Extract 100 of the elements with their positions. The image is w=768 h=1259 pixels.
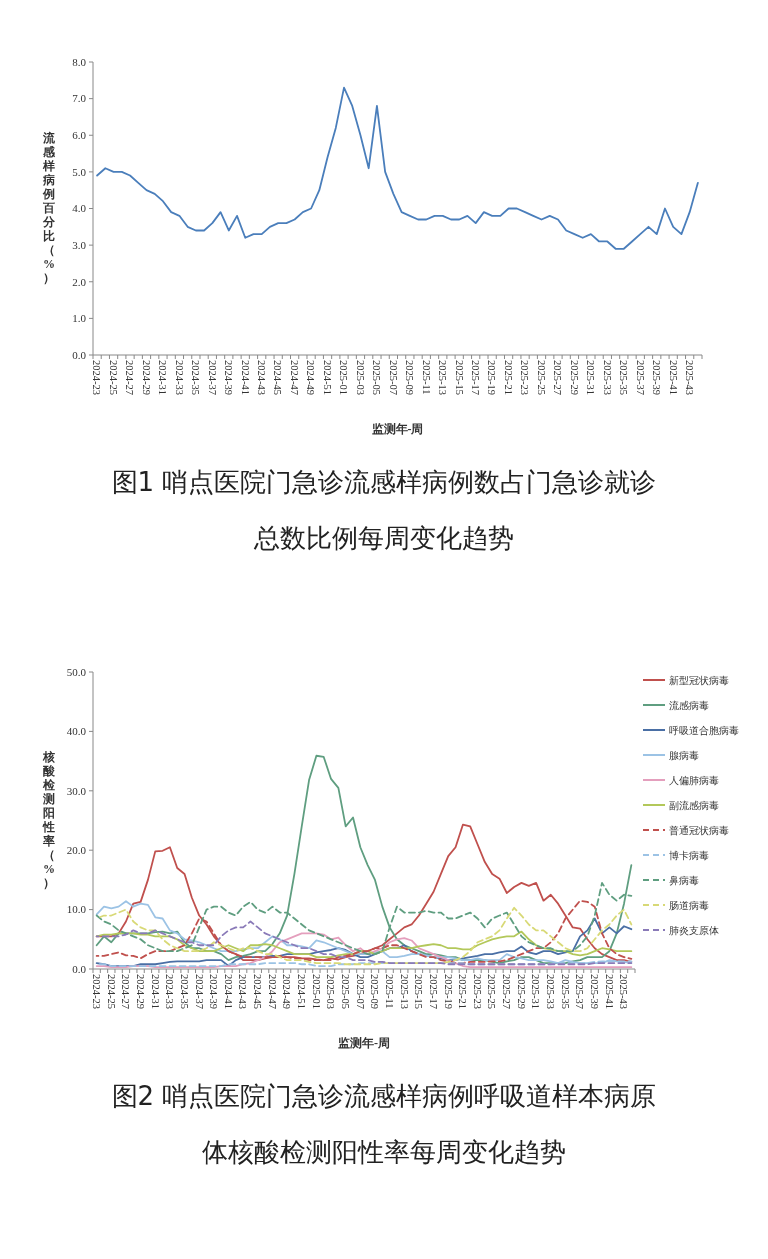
y-tick-label: 1.0 <box>72 312 87 325</box>
x-tick-label: 2024-51 <box>321 360 333 395</box>
x-tick-label: 2025-01 <box>338 360 350 395</box>
x-tick-label: 2024-51 <box>296 974 308 1009</box>
x-tick-label: 2025-31 <box>530 974 542 1009</box>
x-tick-label: 2025-03 <box>325 974 337 1009</box>
line-series <box>96 86 699 250</box>
y-tick-label: 8.0 <box>72 55 87 68</box>
x-tick-label: 2025-09 <box>369 974 381 1009</box>
y-tick-label: 10.0 <box>66 903 87 916</box>
x-tick-label: 2025-17 <box>427 974 439 1009</box>
x-tick-label: 2025-31 <box>585 360 597 395</box>
x-tick-label: 2025-29 <box>568 360 580 395</box>
y-tick-label: 30.0 <box>66 784 87 797</box>
x-tick-label: 2025-21 <box>502 360 514 395</box>
x-tick-label: 2024-25 <box>107 360 119 395</box>
x-tick-label: 2025-35 <box>559 974 571 1009</box>
x-tick-label: 2025-13 <box>437 360 449 395</box>
x-tick-label: 2024-41 <box>222 974 234 1009</box>
x-tick-label: 2024-33 <box>173 360 185 395</box>
legend-label: 鼻病毒 <box>669 874 699 886</box>
legend-label: 新型冠状病毒 <box>669 674 729 686</box>
legend-label: 副流感病毒 <box>669 799 719 811</box>
x-tick-label: 2024-29 <box>140 360 152 395</box>
y-tick-label: 2.0 <box>72 275 87 288</box>
x-tick-label: 2024-49 <box>305 360 317 395</box>
x-tick-label: 2024-45 <box>272 360 284 395</box>
line-series <box>95 754 633 964</box>
x-tick-label: 2024-39 <box>223 360 235 395</box>
x-tick-label: 2024-47 <box>266 974 278 1009</box>
x-tick-label: 2024-45 <box>252 974 264 1009</box>
x-tick-label: 2024-43 <box>256 360 268 395</box>
legend-label: 人偏肺病毒 <box>669 774 719 786</box>
y-tick-label: 3.0 <box>72 238 87 251</box>
legend-label: 肺炎支原体 <box>669 924 719 936</box>
x-tick-label: 2025-03 <box>354 360 366 395</box>
x-tick-label: 2025-33 <box>545 974 557 1009</box>
legend-label: 呼吸道合胞病毒 <box>669 724 739 736</box>
y-tick-label: 4.0 <box>72 202 87 215</box>
x-tick-label: 2024-31 <box>157 360 169 395</box>
legend-label: 腺病毒 <box>669 749 699 761</box>
x-tick-label: 2025-17 <box>470 360 482 395</box>
text: 图1 哨点医院门急诊流感样病例数占门急诊就诊总数比例每周变化趋势 <box>111 467 657 553</box>
x-tick-label: 2025-09 <box>404 360 416 395</box>
text: 图2 哨点医院门急诊流感样病例呼吸道样本病原体核酸检测阳性率每周变化趋势 <box>111 1081 657 1167</box>
x-tick-label: 2024-27 <box>124 360 136 395</box>
x-tick-label: 2025-25 <box>535 360 547 395</box>
legend-label: 博卡病毒 <box>669 849 709 861</box>
x-tick-label: 2025-39 <box>589 974 601 1009</box>
x-tick-label: 2024-27 <box>120 974 132 1009</box>
x-tick-label: 2025-29 <box>515 974 527 1009</box>
x-tick-label: 2025-13 <box>398 974 410 1009</box>
x-tick-label: 2025-37 <box>574 974 586 1009</box>
x-tick-label: 2025-27 <box>501 974 513 1009</box>
x-tick-label: 2025-39 <box>651 360 663 395</box>
text: 核酸检测阳性率（%） <box>43 749 55 890</box>
x-tick-label: 2024-37 <box>193 974 205 1009</box>
x-tick-label: 2025-15 <box>453 360 465 395</box>
x-tick-label: 2025-11 <box>420 360 432 395</box>
legend-label: 流感病毒 <box>669 699 709 711</box>
x-tick-label: 2025-33 <box>601 360 613 395</box>
x-tick-label: 2025-11 <box>383 974 395 1009</box>
x-tick-label: 2025-19 <box>486 360 498 395</box>
x-tick-label: 2025-35 <box>618 360 630 395</box>
x-tick-label: 2024-25 <box>105 974 117 1009</box>
text: 流感样病例百分比（%） <box>43 130 55 285</box>
x-tick-label: 2025-05 <box>371 360 383 395</box>
x-tick-label: 2024-29 <box>134 974 146 1009</box>
x-tick-label: 2025-37 <box>634 360 646 395</box>
x-tick-label: 2025-23 <box>471 974 483 1009</box>
x-tick-label: 2025-27 <box>552 360 564 395</box>
x-tick-label: 2025-43 <box>618 974 630 1009</box>
x-tick-label: 2025-41 <box>667 360 679 395</box>
x-tick-label: 2025-15 <box>413 974 425 1009</box>
x-tick-label: 2024-37 <box>206 360 218 395</box>
x-tick-label: 2025-19 <box>442 974 454 1009</box>
x-tick-label: 2025-07 <box>387 360 399 395</box>
x-tick-label: 2024-35 <box>190 360 202 395</box>
y-tick-label: 40.0 <box>66 725 87 738</box>
x-axis-title: 监测年-周 <box>338 1036 390 1050</box>
x-tick-label: 2025-41 <box>603 974 615 1009</box>
x-tick-label: 2024-35 <box>178 974 190 1009</box>
y-tick-label: 6.0 <box>72 129 87 142</box>
y-tick-label: 50.0 <box>66 665 87 678</box>
x-tick-label: 2025-43 <box>683 360 695 395</box>
x-axis-title: 监测年-周 <box>371 422 424 436</box>
x-tick-label: 2024-23 <box>91 360 103 395</box>
x-tick-label: 2025-07 <box>354 974 366 1009</box>
x-tick-label: 2025-21 <box>457 974 469 1009</box>
x-tick-label: 2024-31 <box>149 974 161 1009</box>
x-tick-label: 2024-39 <box>208 974 220 1009</box>
y-tick-label: 0.0 <box>72 962 87 975</box>
x-tick-label: 2024-43 <box>237 974 249 1009</box>
x-tick-label: 2024-33 <box>164 974 176 1009</box>
y-tick-label: 5.0 <box>72 165 87 178</box>
x-tick-label: 2024-47 <box>288 360 300 395</box>
x-tick-label: 2024-23 <box>90 974 102 1009</box>
x-tick-label: 2025-01 <box>310 974 322 1009</box>
x-tick-label: 2024-41 <box>239 360 251 395</box>
y-tick-label: 7.0 <box>72 92 87 105</box>
